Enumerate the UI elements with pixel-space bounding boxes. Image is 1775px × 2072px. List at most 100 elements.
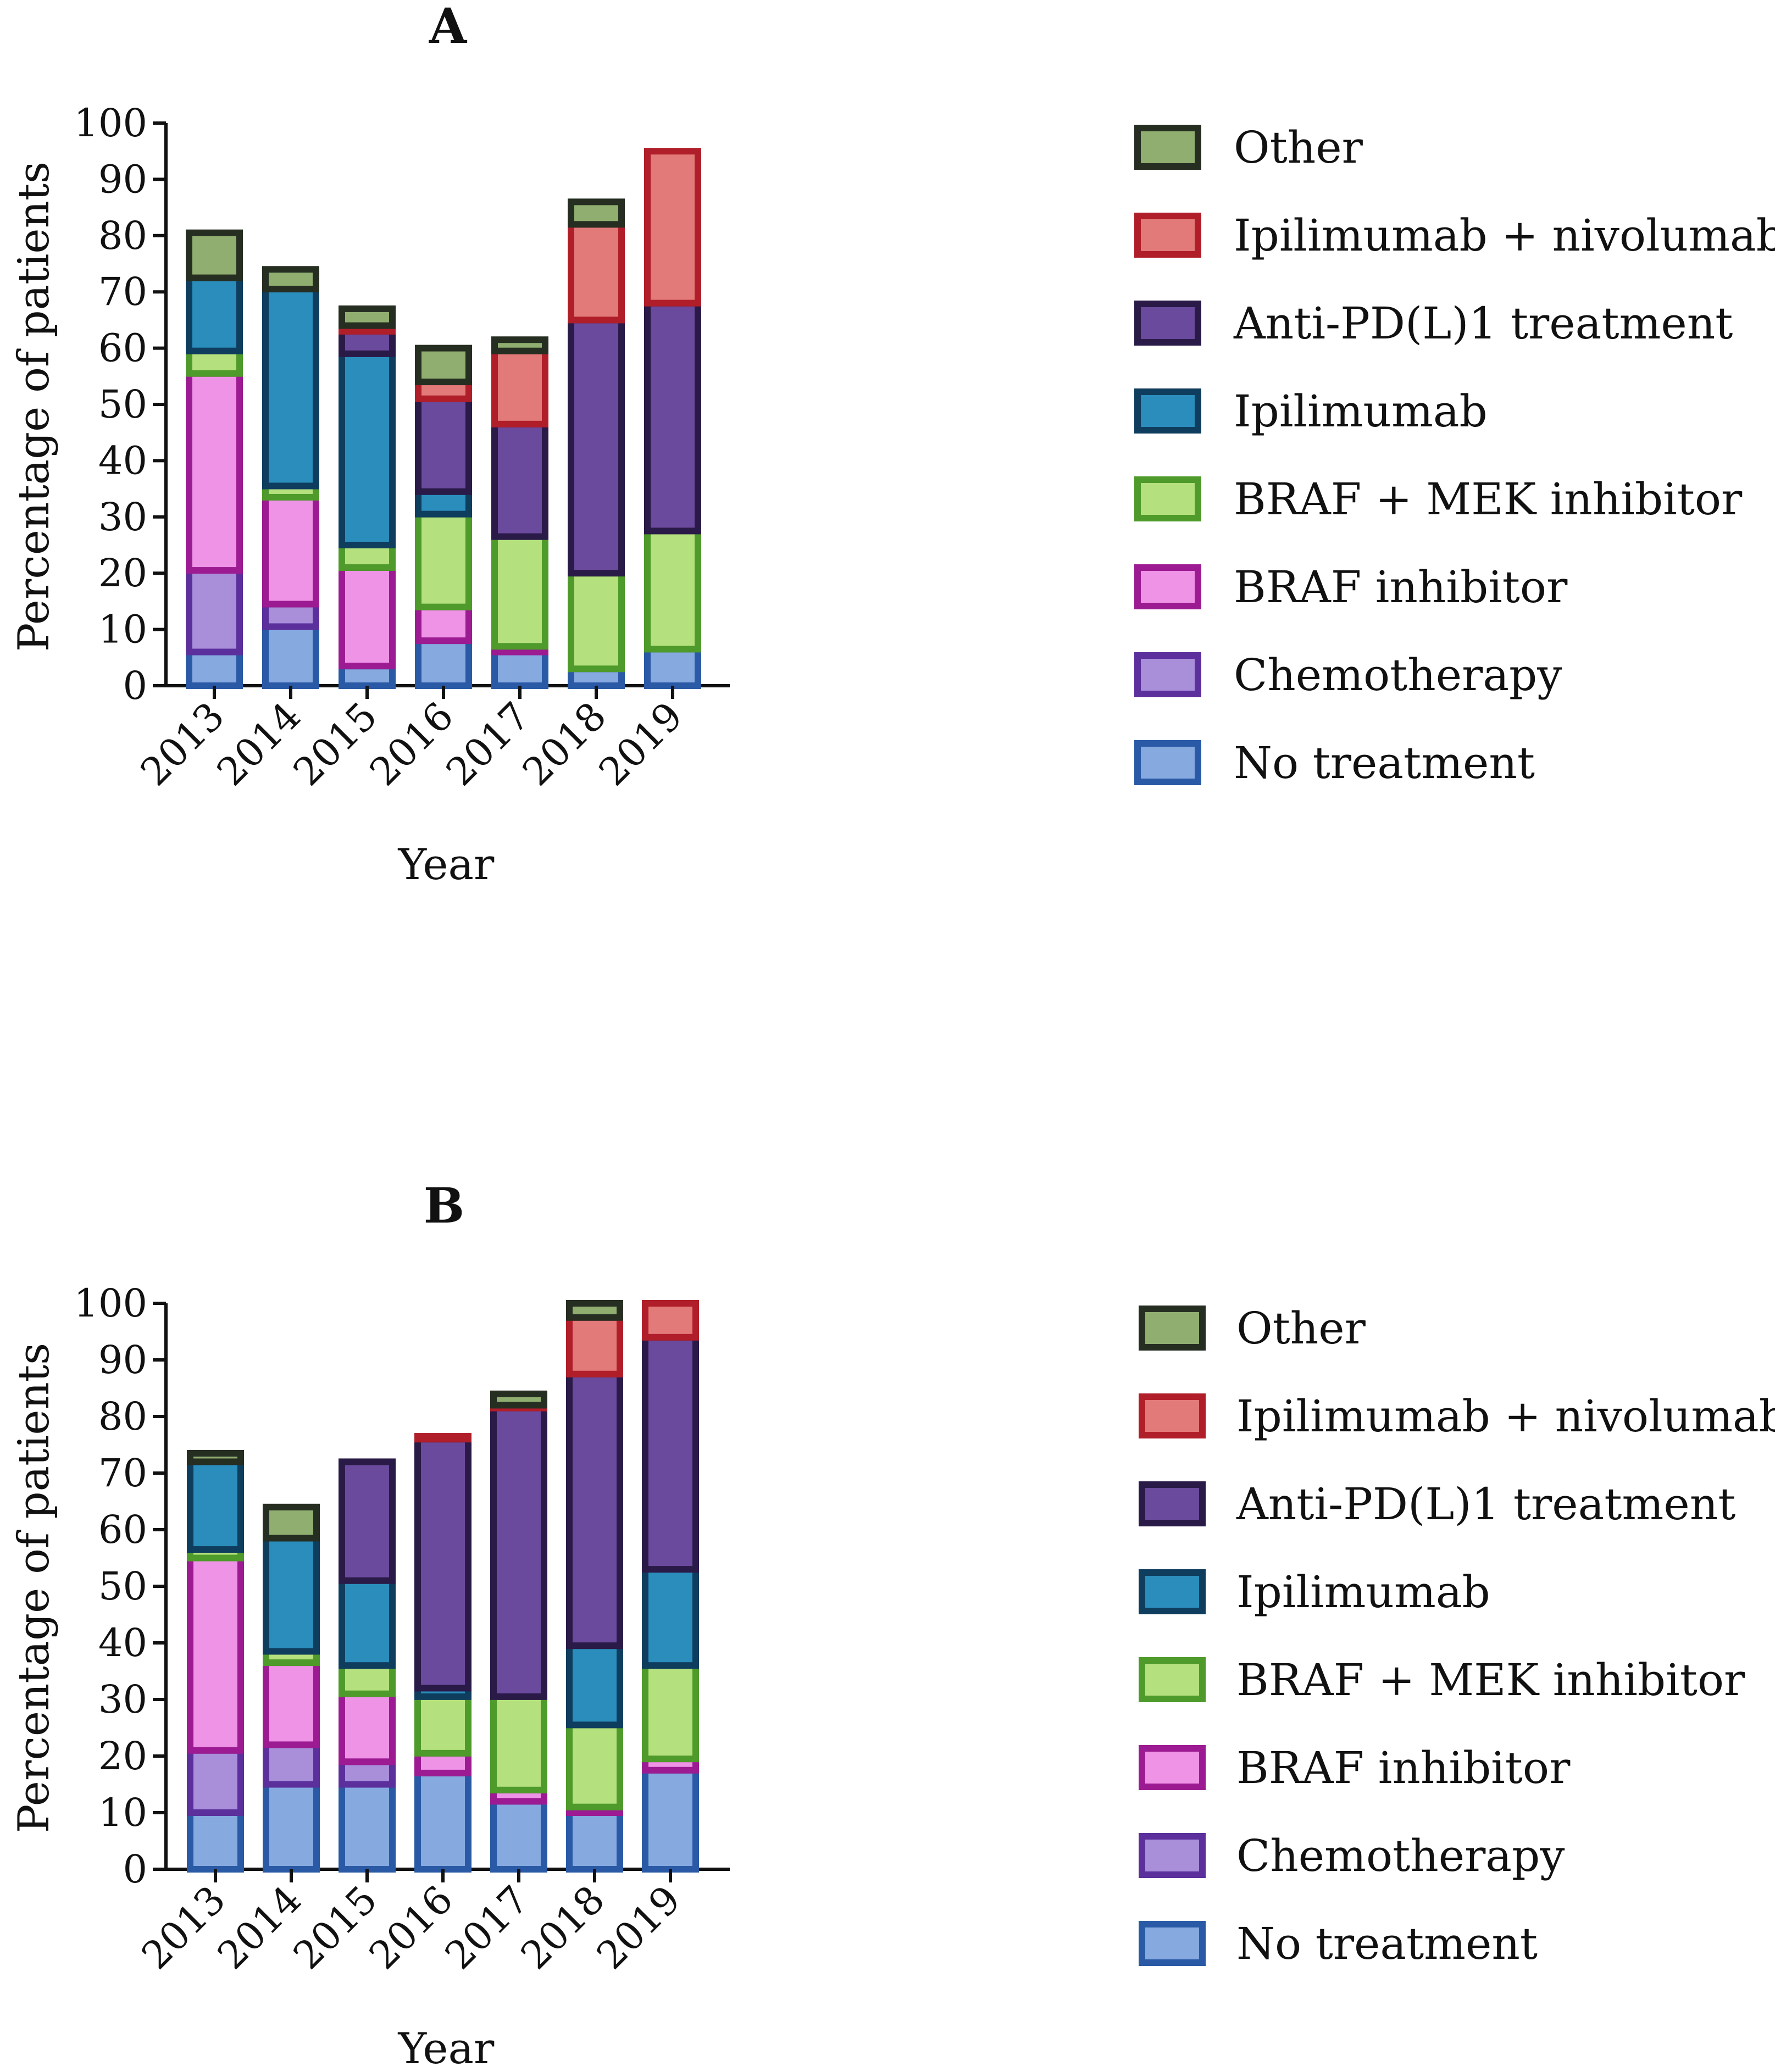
bar-segment-2019-5 bbox=[642, 1334, 699, 1573]
bar-segment-2014-0 bbox=[262, 623, 319, 689]
y-tick-label: 0 bbox=[123, 663, 147, 708]
bar-segment-2015-2 bbox=[339, 1690, 396, 1765]
legend-label: Ipilimumab + nivolumab bbox=[1236, 1391, 1775, 1442]
bar-segment-2015-4 bbox=[339, 1577, 396, 1669]
bar-segment-2018-6 bbox=[568, 221, 625, 324]
legend-label: BRAF inhibitor bbox=[1236, 1742, 1571, 1793]
legend-swatch bbox=[1134, 301, 1201, 346]
legend-label: Anti-PD(L)1 treatment bbox=[1236, 1479, 1735, 1530]
legend-label: No treatment bbox=[1236, 1918, 1538, 1969]
bar-segment-2015-5 bbox=[339, 1458, 396, 1584]
x-tick-label: 2015 bbox=[285, 693, 386, 795]
panel-a: A Percentage of patients Year 0 10 20 30 40 5… bbox=[9, 0, 1775, 890]
legend-label: BRAF + MEK inhibitor bbox=[1236, 1654, 1745, 1706]
legend-swatch bbox=[1134, 476, 1201, 521]
x-tick-label: 2016 bbox=[360, 1877, 462, 1978]
bar-segment-2019-0 bbox=[642, 1767, 699, 1873]
panel-b-legend: Other Ipilimumab + nivolumab Anti-PD(L)1 t… bbox=[1139, 1303, 1775, 1969]
legend-label: No treatment bbox=[1234, 737, 1535, 788]
panel-b: B Percentage of patients Year 0 10 20 30 40 5… bbox=[9, 1177, 1775, 2072]
legend-label: Ipilimumab + nivolumab bbox=[1234, 210, 1775, 261]
y-tick-label: 90 bbox=[98, 1337, 147, 1382]
legend-swatch bbox=[1134, 388, 1201, 434]
bar-segment-2018-7 bbox=[566, 1300, 623, 1321]
panel-b-plot: 0102030405060708090100201320142015201620… bbox=[74, 1281, 730, 1978]
panel-a-x-axis-title: Year bbox=[398, 840, 495, 890]
bar-segment-2013-0 bbox=[187, 1809, 244, 1873]
legend-label: Anti-PD(L)1 treatment bbox=[1233, 298, 1733, 349]
y-tick-label: 70 bbox=[98, 269, 147, 314]
legend-swatch bbox=[1139, 1306, 1206, 1351]
bar-segment-2014-4 bbox=[263, 1535, 320, 1655]
bar-segment-2016-7 bbox=[415, 345, 472, 386]
bar-segment-2018-4 bbox=[566, 1642, 623, 1729]
y-tick-label: 30 bbox=[98, 1677, 147, 1722]
bar-segment-2014-1 bbox=[262, 601, 319, 630]
bar-segment-2017-3 bbox=[491, 533, 548, 650]
legend-swatch bbox=[1134, 740, 1201, 785]
x-tick-label: 2013 bbox=[132, 693, 233, 795]
x-tick-label: 2017 bbox=[436, 1877, 537, 1978]
bar-segment-2013-7 bbox=[187, 1449, 244, 1465]
panel-b-x-axis-title: Year bbox=[398, 2024, 495, 2072]
panel-b-y-axis-title: Percentage of patients bbox=[9, 1343, 59, 1833]
bar-segment-2013-4 bbox=[187, 1458, 244, 1553]
y-tick-label: 20 bbox=[98, 551, 147, 596]
bar-segment-2019-6 bbox=[642, 1300, 699, 1341]
bar-segment-2017-5 bbox=[490, 1404, 547, 1700]
legend-swatch bbox=[1139, 1481, 1206, 1526]
bar-segment-2015-0 bbox=[339, 1781, 396, 1873]
legend-label: Ipilimumab bbox=[1234, 386, 1488, 437]
bar-segment-2019-3 bbox=[644, 527, 701, 653]
legend-swatch bbox=[1139, 1745, 1206, 1790]
bar-segment-2016-0 bbox=[415, 637, 472, 689]
bar-segment-2014-0 bbox=[263, 1781, 320, 1873]
bar-segment-2013-3 bbox=[186, 347, 243, 377]
y-tick-label: 10 bbox=[98, 607, 147, 652]
legend-label: Chemotherapy bbox=[1236, 1830, 1565, 1881]
panel-a-title: A bbox=[429, 0, 468, 54]
legend-swatch bbox=[1139, 1393, 1206, 1438]
bar-segment-2018-0 bbox=[566, 1809, 623, 1873]
bar-segment-2017-3 bbox=[490, 1693, 547, 1793]
x-tick-label: 2014 bbox=[208, 693, 309, 795]
y-tick-label: 40 bbox=[98, 1620, 147, 1665]
y-tick-label: 60 bbox=[98, 1507, 147, 1552]
bar-segment-2016-6 bbox=[414, 1433, 472, 1443]
y-tick-label: 80 bbox=[98, 1394, 147, 1439]
legend-swatch bbox=[1139, 1569, 1206, 1614]
bar-segment-2018-3 bbox=[568, 570, 625, 673]
bar-segment-2016-3 bbox=[414, 1693, 472, 1757]
bar-segment-2015-1 bbox=[339, 1758, 396, 1788]
bar-segment-2016-4 bbox=[415, 488, 472, 518]
bar-segment-2014-1 bbox=[263, 1741, 320, 1788]
y-tick-label: 0 bbox=[123, 1847, 147, 1892]
y-tick-label: 80 bbox=[98, 213, 147, 258]
bar-segment-2013-2 bbox=[187, 1554, 244, 1754]
panel-a-y-axis-title: Percentage of patients bbox=[9, 162, 59, 652]
legend-label: Chemotherapy bbox=[1234, 649, 1562, 701]
y-tick-label: 60 bbox=[98, 326, 147, 371]
x-tick-label: 2018 bbox=[514, 693, 615, 795]
legend-swatch bbox=[1139, 1921, 1206, 1966]
y-tick-label: 90 bbox=[98, 157, 147, 202]
bar-segment-2016-5 bbox=[414, 1436, 472, 1692]
bar-segment-2016-2 bbox=[415, 603, 472, 645]
bar-segment-2017-7 bbox=[491, 336, 548, 354]
x-tick-label: 2018 bbox=[512, 1877, 613, 1978]
bar-segment-2013-0 bbox=[186, 648, 243, 690]
legend-label: Ipilimumab bbox=[1236, 1567, 1490, 1618]
bar-segment-2019-0 bbox=[644, 646, 701, 689]
bar-segment-2015-4 bbox=[339, 350, 396, 549]
bar-segment-2018-5 bbox=[568, 316, 625, 577]
y-tick-label: 30 bbox=[98, 495, 147, 540]
legend-swatch bbox=[1134, 213, 1201, 258]
legend-swatch bbox=[1139, 1833, 1206, 1878]
bar-segment-2016-0 bbox=[414, 1769, 472, 1873]
bar-segment-2014-2 bbox=[263, 1659, 320, 1748]
bar-segment-2014-4 bbox=[262, 286, 319, 490]
x-tick-label: 2016 bbox=[361, 693, 462, 795]
bar-segment-2018-3 bbox=[566, 1721, 623, 1810]
x-tick-label: 2019 bbox=[588, 1877, 689, 1978]
